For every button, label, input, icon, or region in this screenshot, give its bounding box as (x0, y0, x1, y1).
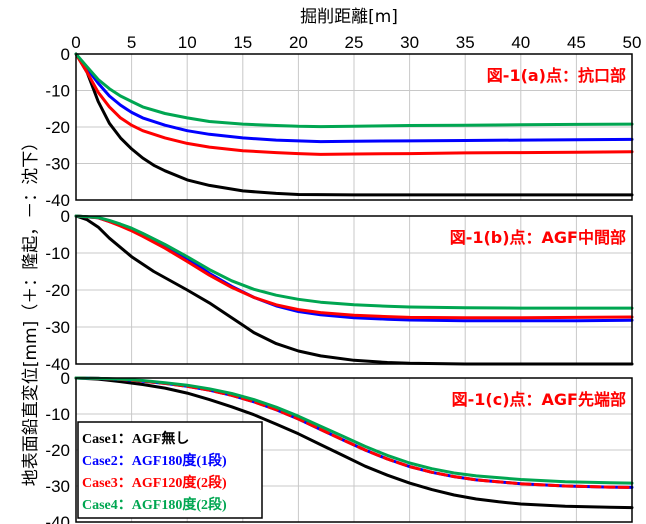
x-tick-label: 10 (178, 33, 197, 52)
x-tick-label: 15 (233, 33, 252, 52)
legend-entry: Case3：AGF120度(2段) (82, 474, 227, 491)
y-tick-label: -10 (45, 244, 70, 263)
series-line (74, 52, 634, 129)
y-tick-label: -40 (45, 513, 70, 524)
series-line (74, 52, 634, 156)
panel: 0 -10 -20 -30 -40 図-1(b)点：AGF中間部 (45, 207, 634, 374)
panel-label: 図-1(c)点：AGF先端部 (452, 390, 626, 409)
legend-entry: Case1：AGF無し (82, 430, 189, 447)
x-tick-label: 40 (511, 33, 530, 52)
panels: 0 -10 -20 -30 -40 図-1(a)点：抗口部 0 -10 -20 -30 -40 図-1… (45, 45, 634, 524)
x-tick-label: 5 (127, 33, 136, 52)
y-tick-label: -30 (45, 155, 70, 174)
x-tick-labels: 0 5 10 15 20 25 30 35 40 45 50 (71, 33, 641, 52)
series-line (74, 214, 634, 320)
y-tick-label: 0 (61, 207, 70, 226)
y-tick-label: -40 (45, 355, 70, 374)
x-tick-label: 0 (71, 33, 80, 52)
x-tick-label: 25 (345, 33, 364, 52)
y-tick-label: -10 (45, 405, 70, 424)
legend: Case1：AGF無し Case2：AGF180度(1段) Case3：AGF120… (77, 421, 263, 519)
panel: 0 -10 -20 -30 -40 図-1(a)点：抗口部 (45, 45, 634, 210)
y-tick-label: -30 (45, 318, 70, 337)
x-tick-label: 35 (456, 33, 475, 52)
y-tick-label: -20 (45, 118, 70, 137)
x-tick-label: 20 (289, 33, 308, 52)
legend-box (77, 421, 263, 519)
series-line (74, 214, 634, 310)
y-tick-label: 0 (61, 369, 70, 388)
series-line (74, 376, 634, 510)
panel: 0 -10 -20 -30 -40 図-1(c)点：AGF先端部 (45, 369, 634, 524)
plot-frame (75, 377, 633, 523)
series-line (74, 376, 634, 485)
plot-frame (75, 215, 633, 365)
legend-entry: Case4：AGF180度(2段) (82, 496, 227, 513)
panel-label: 図-1(a)点：抗口部 (487, 66, 626, 85)
y-axis-title: 地表面鉛直変位[mm]（＋：隆起，－：沈下） (21, 134, 41, 486)
series-line (74, 52, 634, 144)
y-tick-label: -30 (45, 477, 70, 496)
x-tick-label: 50 (623, 33, 642, 52)
x-tick-label: 30 (400, 33, 419, 52)
panel-label: 図-1(b)点：AGF中間部 (450, 228, 626, 247)
y-tick-label: -20 (45, 281, 70, 300)
plot-frame (75, 53, 633, 201)
x-tick-label: 45 (567, 33, 586, 52)
y-tick-label: -40 (45, 191, 70, 210)
legend-entry: Case2：AGF180度(1段) (82, 452, 227, 469)
y-tick-label: -10 (45, 82, 70, 101)
x-axis-title: 掘削距離[m] (300, 7, 398, 27)
y-tick-label: 0 (61, 45, 70, 64)
series-line (74, 52, 634, 197)
series-line (74, 376, 634, 489)
y-tick-label: -20 (45, 441, 70, 460)
